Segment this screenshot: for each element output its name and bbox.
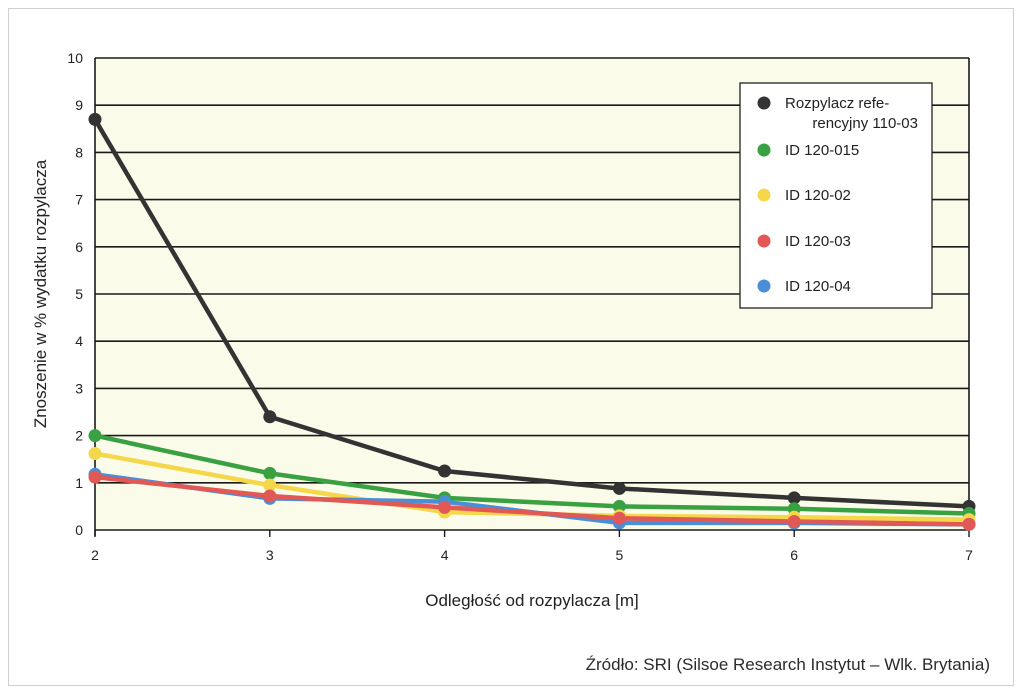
data-point-series-3 bbox=[263, 489, 277, 503]
series-line-1 bbox=[92, 433, 972, 516]
data-point-series-3 bbox=[612, 511, 626, 525]
source-note: Źródło: SRI (Silsoe Research Instytut – … bbox=[585, 655, 990, 674]
x-tick-label: 7 bbox=[965, 547, 973, 563]
grid-lines bbox=[95, 57, 970, 531]
data-point-series-0 bbox=[88, 112, 102, 126]
y-tick-label: 5 bbox=[75, 286, 83, 302]
y-tick-label: 10 bbox=[67, 50, 83, 66]
y-tick-label: 7 bbox=[75, 192, 83, 208]
x-tick-label: 5 bbox=[616, 547, 624, 563]
y-tick-label: 9 bbox=[75, 97, 83, 113]
legend-marker-3 bbox=[757, 234, 771, 248]
legend-marker-2 bbox=[757, 188, 771, 202]
axes: 0 1 2 3 4 5 6 7 8 9 10 2 3 4 5 6 7 Odległość od rozpylacz… bbox=[31, 50, 973, 610]
data-point-series-1 bbox=[612, 499, 626, 513]
x-tick-label: 2 bbox=[91, 547, 99, 563]
y-tick-label: 2 bbox=[75, 428, 83, 444]
y-tick-label: 8 bbox=[75, 144, 83, 160]
data-point-series-3 bbox=[787, 515, 801, 529]
legend-label-4: ID 120-04 bbox=[785, 278, 851, 295]
legend-marker-0 bbox=[757, 96, 771, 110]
legend: Rozpylacz refe-rencyjny 110-03 ID 120-015… bbox=[739, 82, 933, 309]
legend-marker-1 bbox=[757, 143, 771, 157]
legend-label-0: Rozpylacz refe- bbox=[785, 95, 889, 112]
data-point-series-0 bbox=[263, 410, 277, 424]
series-lines bbox=[88, 112, 976, 531]
data-point-series-2 bbox=[88, 447, 102, 461]
x-tick-label: 4 bbox=[441, 547, 449, 563]
legend-box bbox=[739, 82, 933, 309]
data-point-series-2 bbox=[263, 478, 277, 492]
y-axis-title: Znoszenie w % wydatku rozpylacza bbox=[31, 159, 50, 428]
series-line-0 bbox=[92, 117, 972, 509]
data-point-series-1 bbox=[263, 466, 277, 480]
data-point-series-0 bbox=[438, 464, 452, 478]
data-point-series-0 bbox=[787, 491, 801, 505]
x-axis-title: Odległość od rozpylacza [m] bbox=[425, 591, 639, 610]
y-tick-label: 1 bbox=[75, 475, 83, 491]
data-point-series-3 bbox=[962, 517, 976, 531]
legend-label-2: ID 120-02 bbox=[785, 187, 851, 204]
data-point-series-3 bbox=[88, 470, 102, 484]
y-tick-label: 6 bbox=[75, 239, 83, 255]
series-line-3 bbox=[92, 474, 972, 527]
data-point-series-0 bbox=[612, 481, 626, 495]
data-point-series-1 bbox=[88, 429, 102, 443]
y-tick-label: 0 bbox=[75, 522, 83, 538]
data-point-series-3 bbox=[438, 500, 452, 514]
y-tick-label: 4 bbox=[75, 333, 83, 349]
legend-label-0: rencyjny 110-03 bbox=[812, 115, 918, 132]
x-tick-label: 6 bbox=[790, 547, 798, 563]
y-tick-label: 3 bbox=[75, 380, 83, 396]
x-tick-label: 3 bbox=[266, 547, 274, 563]
legend-label-1: ID 120-015 bbox=[785, 142, 859, 159]
legend-marker-4 bbox=[757, 279, 771, 293]
legend-label-3: ID 120-03 bbox=[785, 233, 851, 250]
